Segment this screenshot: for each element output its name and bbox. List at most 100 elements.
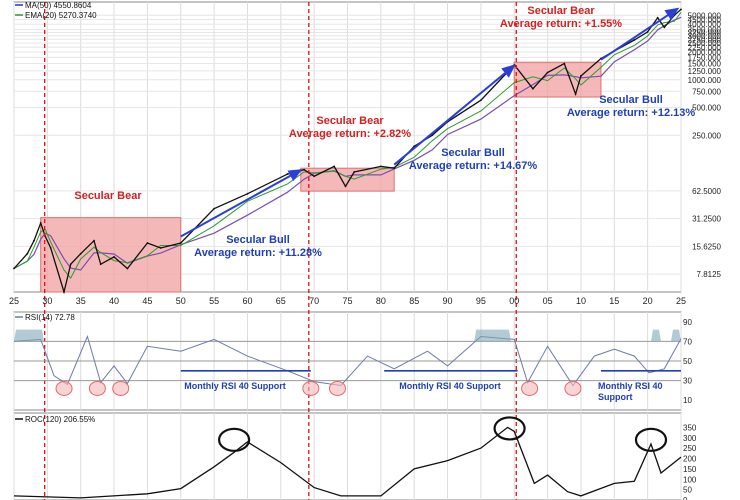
price-point	[63, 291, 65, 293]
price-point	[633, 39, 636, 41]
price-point	[344, 185, 347, 188]
roc-y-tick-label: 200	[683, 455, 697, 464]
price-y-tick-label: 2250.000	[688, 43, 722, 52]
roc-legend-label: ROC(120) 206.55%	[25, 415, 95, 424]
secular-period-return-5: Average return: +12.13%	[567, 107, 696, 119]
roc-y-tick-label: 100	[683, 475, 697, 484]
price-point	[673, 14, 676, 17]
x-tick-label: 20	[643, 296, 653, 306]
x-tick-label: 00	[509, 296, 519, 306]
price-point	[286, 173, 289, 175]
roc-peak-circle-2	[634, 427, 668, 452]
price-point	[532, 87, 534, 90]
price-point	[93, 239, 95, 242]
price-y-tick-label: 3000.000	[688, 32, 722, 41]
price-y-tick-label: 750.000	[692, 87, 721, 96]
price-point	[39, 222, 42, 224]
secular-period-return-2: Average return: +2.82%	[289, 128, 411, 140]
price-point	[663, 26, 666, 29]
secular-period-label-4: Secular Bear	[527, 5, 595, 17]
price-point	[313, 175, 316, 178]
secular-period-return-3: Average return: +14.67%	[409, 160, 538, 172]
price-point	[13, 267, 15, 270]
x-tick-label: 75	[342, 296, 352, 306]
price-y-tick-label: 2000.000	[688, 48, 722, 57]
price-point	[480, 99, 482, 102]
rsi-y-tick-label: 50	[683, 357, 692, 366]
price-y-tick-label: 7.8125	[697, 270, 722, 279]
x-tick-label: 10	[576, 296, 586, 306]
x-tick-label: 80	[376, 296, 386, 306]
price-y-tick-label: 250.000	[692, 131, 721, 140]
roc-y-tick-label: 250	[683, 444, 697, 453]
secular-period-label-2: Secular Bear	[316, 115, 384, 127]
price-point	[580, 75, 582, 77]
price-y-tick-label: 1500.000	[688, 60, 722, 69]
rsi-support-label-0: Monthly RSI 40 Support	[184, 381, 286, 391]
price-point	[179, 242, 182, 244]
bull-trend-arrow-2	[600, 7, 680, 61]
secular-period-label-3: Secular Bull	[441, 147, 505, 159]
price-point	[546, 71, 549, 74]
price-legend-label-1: EMA(20) 5270.3740	[25, 11, 97, 20]
price-line	[13, 8, 682, 295]
rsi-y-tick-label: 10	[683, 396, 692, 405]
price-point	[126, 267, 129, 270]
price-point	[99, 263, 102, 266]
price-point	[680, 8, 682, 11]
price-point	[33, 239, 35, 242]
secular-period-label-0: Secular Bear	[74, 190, 142, 202]
price-y-tick-label: 1000.000	[688, 76, 722, 85]
x-tick-label: 15	[609, 296, 619, 306]
x-tick-label: 30	[42, 296, 52, 306]
price-legend-label-0: MA(50) 4550.8604	[25, 1, 92, 10]
price-y-tick-label: 2750.000	[688, 35, 722, 44]
price-y-tick-label: 15.6250	[692, 242, 721, 251]
roc-line	[13, 426, 682, 499]
rsi-oversold-circle-3	[302, 380, 320, 396]
rsi-overbought-shade-2	[650, 329, 661, 342]
rsi-overbought-shade-3	[670, 329, 681, 342]
x-tick-label: 70	[309, 296, 319, 306]
secular-period-label-1: Secular Bull	[226, 234, 290, 246]
price-point	[246, 192, 249, 195]
x-tick-label: 35	[76, 296, 86, 306]
price-point	[113, 256, 115, 258]
secular-period-label-5: Secular Bull	[599, 94, 663, 106]
price-y-tick-label: 1750.000	[688, 53, 722, 62]
price-y-tick-label: 3500.000	[688, 26, 722, 35]
secular-period-return-1: Average return: +11.28%	[194, 247, 322, 259]
x-tick-label: 85	[409, 296, 419, 306]
x-tick-label: 25	[9, 296, 19, 306]
x-tick-label: 65	[276, 296, 286, 306]
price-point	[146, 242, 149, 244]
price-point	[303, 168, 306, 171]
price-y-tick-label: 4000.000	[688, 20, 722, 29]
rsi-overbought-shade-0	[14, 329, 45, 342]
price-y-tick-label: 2500.000	[688, 39, 722, 48]
rsi-y-tick-label: 30	[683, 377, 692, 386]
price-point	[574, 93, 577, 95]
price-point	[159, 247, 162, 249]
price-y-tick-label: 5000.000	[688, 11, 722, 20]
rsi-support-label-2: Monthly RSI 40 Support	[598, 381, 663, 402]
rsi-legend-label: RSI(14) 72.78	[25, 313, 75, 322]
secular-bear-box-0	[40, 217, 182, 293]
roc-y-tick-label: 50	[683, 486, 692, 495]
price-y-tick-label: 62.5000	[692, 187, 721, 196]
rsi-oversold-circle-5	[521, 380, 539, 396]
price-y-tick-label: 500.000	[692, 104, 721, 113]
x-tick-label: 60	[242, 296, 252, 306]
rsi-y-tick-label: 70	[683, 337, 692, 346]
price-y-tick-label: 31.2500	[692, 215, 721, 224]
rsi-overbought-shade-1	[474, 329, 511, 342]
price-point	[353, 171, 356, 173]
price-point	[26, 252, 29, 255]
x-tick-label: 95	[476, 296, 486, 306]
secular-bear-box-1	[300, 167, 395, 192]
roc-y-tick-label: 350	[683, 423, 697, 432]
price-point	[646, 31, 649, 33]
price-y-tick-label: 3250.000	[688, 29, 722, 38]
rsi-oversold-circle-2	[112, 380, 130, 396]
